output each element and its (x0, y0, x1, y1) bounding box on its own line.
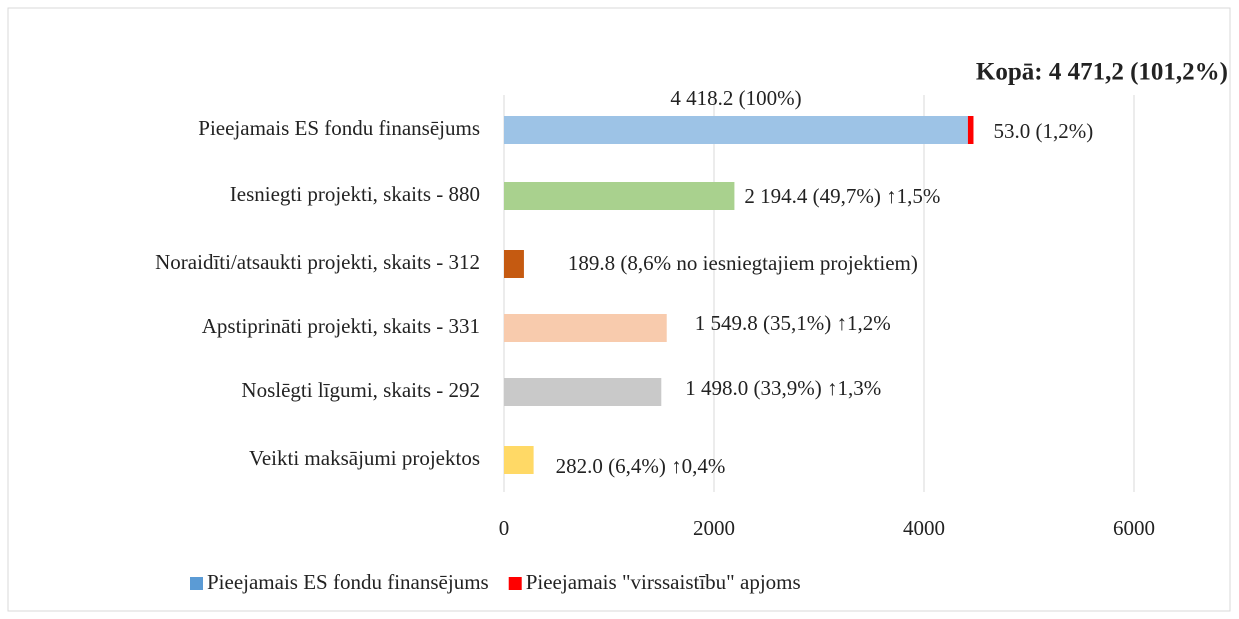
value-label: 2 194.4 (49,7%) ↑1,5% (744, 184, 940, 208)
x-tick-label: 0 (499, 516, 510, 540)
bar (504, 314, 667, 342)
y-tick-label: Veikti maksājumi projektos (249, 446, 480, 470)
legend-label: Pieejamais ES fondu finansējums (207, 570, 489, 594)
y-tick-label: Apstiprināti projekti, skaits - 331 (202, 314, 480, 338)
y-tick-label: Noraidīti/atsaukti projekti, skaits - 31… (155, 250, 480, 274)
bar (504, 116, 968, 144)
x-tick-label: 2000 (693, 516, 735, 540)
annotation: Kopā: 4 471,2 (101,2%) (976, 59, 1228, 86)
x-tick-label: 4000 (903, 516, 945, 540)
bar (504, 250, 524, 278)
bar (504, 182, 735, 210)
legend-swatch (508, 577, 522, 590)
legend-label: Pieejamais "virssaistību" apjoms (526, 570, 801, 594)
y-tick-label: Iesniegti projekti, skaits - 880 (230, 182, 480, 206)
bar (504, 378, 662, 406)
value-label: 282.0 (6,4%) ↑0,4% (556, 454, 726, 478)
chart-border (7, 7, 1231, 612)
value-label: 1 549.8 (35,1%) ↑1,2% (695, 311, 891, 335)
legend-swatch (190, 577, 203, 590)
bar (504, 446, 534, 474)
y-tick-label: Pieejamais ES fondu finansējums (198, 116, 480, 140)
x-tick-label: 6000 (1113, 516, 1155, 540)
value-label: 189.8 (8,6% no iesniegtajiem projektiem) (568, 251, 918, 275)
value-label: 53.0 (1,2%) (993, 119, 1093, 143)
value-label: 4 418.2 (100%) (670, 86, 801, 110)
y-tick-label: Noslēgti līgumi, skaits - 292 (241, 378, 480, 402)
bar (967, 116, 974, 144)
value-label: 1 498.0 (33,9%) ↑1,3% (685, 376, 881, 400)
